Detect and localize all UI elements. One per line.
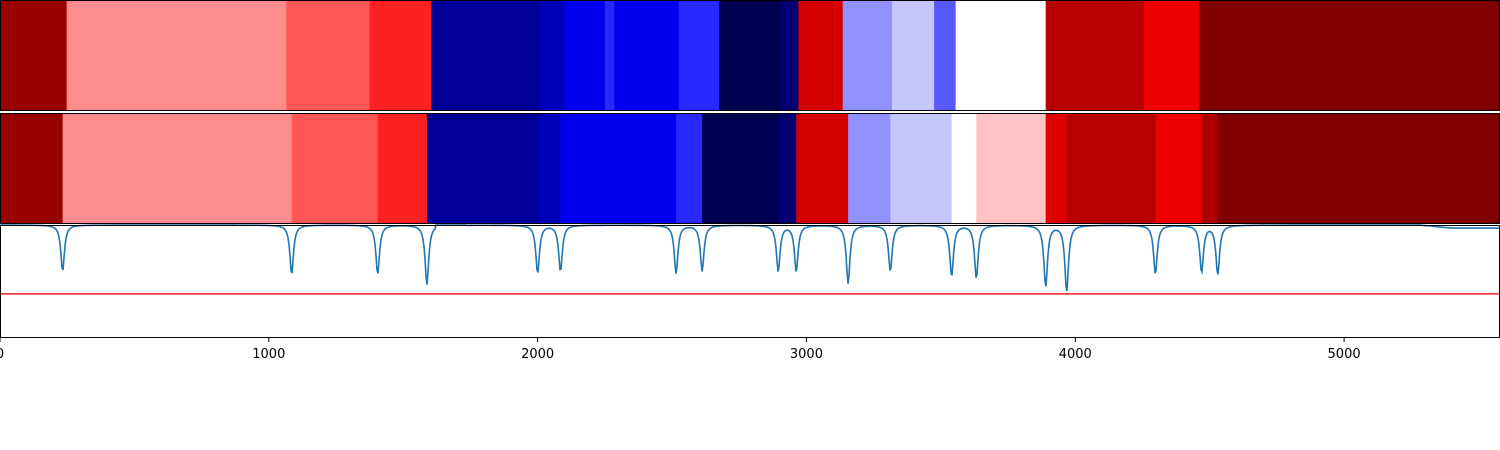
heatmap-cell <box>1066 113 1156 224</box>
heatmap-cell <box>1198 0 1500 111</box>
heatmap-cell <box>291 113 379 224</box>
heatmap-cell <box>1143 0 1200 111</box>
heatmap-cell <box>848 113 891 224</box>
heatmap-cell <box>798 0 844 111</box>
heatmap-cell <box>1045 113 1068 224</box>
heatmap-cell <box>560 113 677 224</box>
heatmap-cell <box>780 0 799 111</box>
heatmap-cell <box>0 0 68 111</box>
heatmap-cell <box>955 0 1047 111</box>
line-panel-frame <box>0 225 1500 338</box>
x-axis: 0 1000 2000 3000 4000 5000 <box>0 338 1361 362</box>
heatmap-cell <box>614 0 680 111</box>
heatmap-cell <box>778 113 797 224</box>
heatmap-cell <box>678 0 720 111</box>
heatmap-cell <box>796 113 849 224</box>
x-tick-label: 4000 <box>1059 347 1092 362</box>
heatmap-cell <box>537 113 562 224</box>
heatmap-cell <box>934 0 957 111</box>
heatmap-cell <box>891 0 935 111</box>
heatmap-cell <box>0 113 64 224</box>
heatmap-cell <box>431 0 541 111</box>
heatmap-cell <box>1045 0 1145 111</box>
heatmap-cell <box>426 113 539 224</box>
heatmap-cell <box>1155 113 1203 224</box>
heatmap-cell <box>1217 113 1500 224</box>
heatmap-cell <box>842 0 893 111</box>
heatmap-row-bottom <box>0 113 1500 224</box>
heatmap-cell <box>890 113 953 224</box>
heatmap-cell <box>369 0 433 111</box>
heatmap-row-top <box>0 0 1500 111</box>
heatmap-cell <box>604 0 615 111</box>
series-line <box>0 224 1500 292</box>
line-panel <box>0 224 1500 338</box>
heatmap-cell <box>564 0 606 111</box>
heatmap-cell <box>702 113 779 224</box>
x-tick-label: 0 <box>0 347 4 362</box>
x-tick-label: 3000 <box>790 347 823 362</box>
x-tick-label: 1000 <box>252 347 285 362</box>
x-tick-label: 2000 <box>521 347 554 362</box>
heatmap-cell <box>719 0 782 111</box>
heatmap-cell <box>62 113 293 224</box>
heatmap-cell <box>540 0 566 111</box>
heatmap-cell <box>976 113 1047 224</box>
heatmap-cell <box>66 0 287 111</box>
heatmap-cell <box>377 113 428 224</box>
heatmap-cell <box>286 0 371 111</box>
heatmap-cell <box>676 113 703 224</box>
heatmap-cell <box>951 113 977 224</box>
heatmap-cell <box>1201 113 1219 224</box>
x-tick-label: 5000 <box>1328 347 1361 362</box>
